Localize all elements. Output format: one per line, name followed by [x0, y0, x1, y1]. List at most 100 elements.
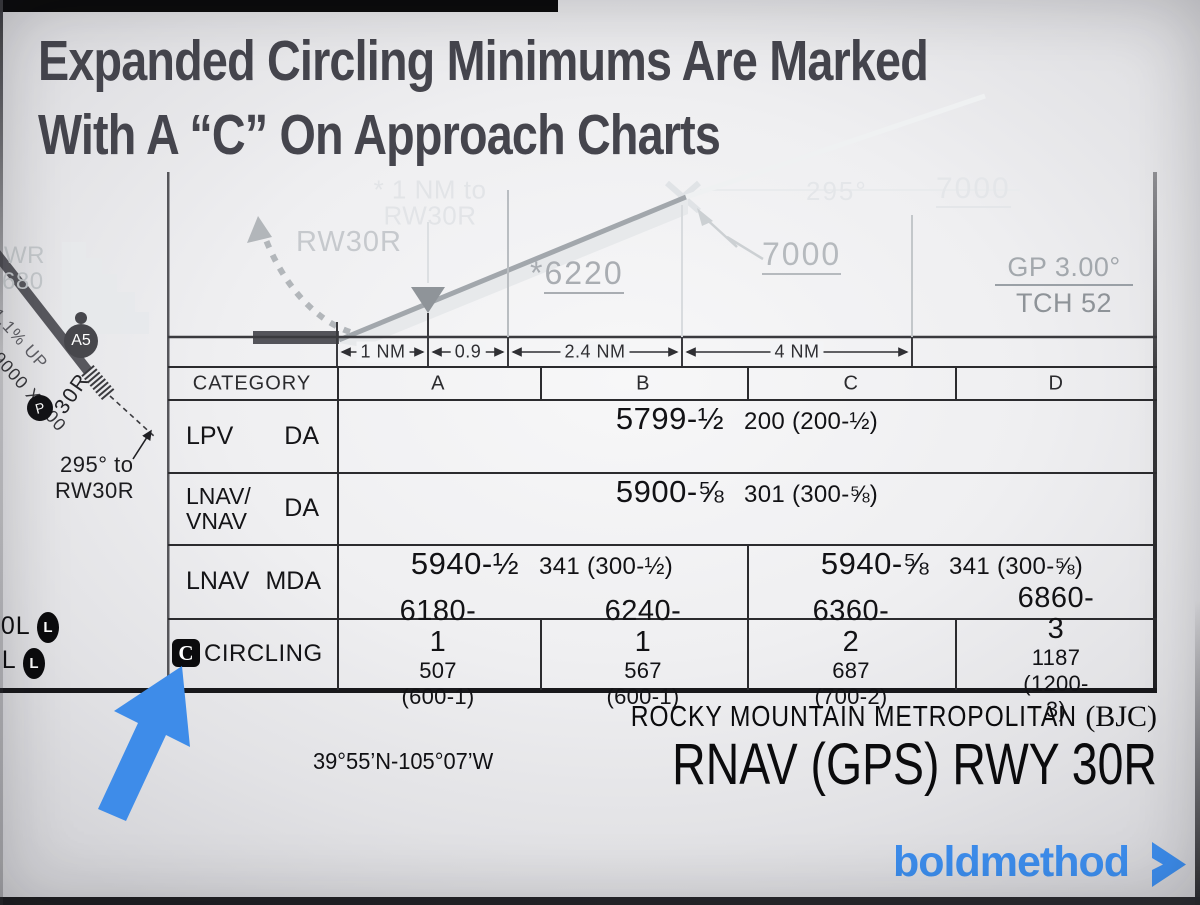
lnav-cd-value: 5940-⅝	[820, 546, 930, 581]
lpv-minimums: 5799-½ 200 (200-½)	[339, 401, 1155, 471]
runway-30l-label-a: 30L	[0, 612, 31, 640]
stepdown-6220: *6220	[530, 255, 624, 294]
gp-tch-divider	[995, 284, 1133, 286]
glidepath-angle: GP 3.00°	[1007, 252, 1121, 282]
circling-c-value: 6360-2	[812, 595, 890, 658]
lnav-vnav-value: 5900-⅝	[615, 474, 725, 509]
photo-bottom-edge	[0, 897, 1200, 905]
lpv-paren: 200 (200-½)	[744, 408, 879, 435]
faint-course-295: 295°	[806, 176, 868, 206]
faint-hold-alt-value: 7000	[936, 172, 1011, 208]
table-bottom-border	[0, 688, 1157, 693]
distance-label-4nm: 4 NM	[770, 341, 824, 363]
circling-a-value: 6180-1	[399, 595, 477, 658]
threshold-hashes	[81, 365, 115, 401]
airport-id: (BJC)	[1085, 700, 1157, 733]
header-cat-b: B	[636, 372, 650, 395]
lnav-vnav-label2: VNAV	[186, 507, 247, 534]
stepdown-6220-star: *	[530, 255, 545, 291]
course-note-line1: 295° to	[60, 452, 134, 477]
circling-a-paren: 507 (600-1)	[401, 658, 475, 709]
faint-note-line1: * 1 NM to	[373, 174, 487, 205]
distance-label-1nm: 1 NM	[356, 341, 410, 363]
page-title: Expanded Circling Minimums Are Marked Wi…	[38, 28, 1123, 168]
distance-label-09: 0.9	[450, 341, 486, 363]
circling-d-value: 6860-3	[1017, 582, 1095, 645]
circling-c-letter: C	[178, 640, 194, 665]
lnav-vnav-paren: 301 (300-⅝)	[744, 481, 879, 508]
extended-centerline	[109, 395, 156, 438]
lnav-vnav-minimums: 5900-⅝ 301 (300-⅝)	[339, 474, 1155, 543]
photo-left-edge	[0, 0, 3, 905]
missed-approach-arrowhead	[247, 216, 272, 243]
lnav-ab-paren: 341 (300-½)	[539, 553, 674, 580]
lnav-label: LNAV	[186, 567, 250, 595]
lnav-vnav-label1: LNAV/	[186, 482, 251, 509]
photo-top-edge	[0, 0, 558, 12]
stepdown-7000-value: 7000	[762, 236, 842, 275]
circling-c-paren: 687 (700-2)	[814, 658, 888, 709]
lnav-type: MDA	[265, 567, 321, 595]
circling-label: CIRCLING	[204, 640, 323, 667]
circling-cat-b: 6240-1 567 (600-1)	[605, 596, 682, 710]
airport-coordinates: 39°55’N-105°07’W	[313, 748, 494, 774]
lightning-arrowhead	[697, 208, 713, 226]
course-note-line2: RW30R	[55, 478, 135, 503]
header-cat-c: C	[843, 372, 859, 395]
taxiway-dot	[75, 312, 87, 324]
lighting-badge-b: L	[23, 648, 45, 679]
title-line-1: Expanded Circling Minimums Are Marked	[38, 29, 929, 93]
lnav-cd-paren: 341 (300-⅝)	[949, 553, 1084, 580]
airport-name-line: ROCKY MOUNTAIN METROPOLITAN (BJC)	[552, 700, 1157, 734]
lpv-type: DA	[284, 421, 319, 450]
glidepath-faint-extension	[685, 93, 986, 200]
missed-lightning-arrow	[702, 215, 764, 261]
missed-approach-arc	[263, 238, 351, 335]
chart-left-border	[167, 172, 170, 691]
runway-30l-label-b: 30L	[0, 646, 17, 674]
dimension-ticks	[336, 313, 913, 366]
circling-cat-c: 6360-2 687 (700-2)	[813, 596, 890, 710]
lpv-row-label: LPV DA	[170, 401, 335, 471]
lpv-label: LPV	[186, 421, 234, 450]
faint-hold-alt: 7000	[936, 172, 1011, 208]
header-category: CATEGORY	[192, 372, 312, 395]
circling-cat-a: 6180-1 507 (600-1)	[400, 596, 477, 710]
airport-name: ROCKY MOUNTAIN METROPOLITAN	[631, 701, 1078, 733]
header-cat-a: A	[431, 372, 445, 395]
circling-c-badge: C	[172, 639, 200, 667]
lnav-row-label: LNAV MDA	[170, 546, 335, 617]
title-line-2: With A “C” On Approach Charts	[38, 103, 721, 167]
glidepath-line	[338, 194, 687, 343]
header-cat-d: D	[1048, 372, 1064, 395]
faint-note-line2: RW30R	[383, 200, 477, 231]
lighting-badge-a: L	[37, 612, 59, 643]
chart-right-border	[1153, 172, 1157, 691]
circling-d-paren: 1187 (1200-3)	[1023, 645, 1089, 722]
taxiway-a5-badge: A5	[64, 324, 98, 358]
lpv-value: 5799-½	[615, 401, 725, 436]
tower-label: WR	[4, 242, 45, 269]
lnav-ab-value: 5940-½	[410, 546, 520, 581]
procedure-title: RNAV (GPS) RWY 30R	[672, 732, 1157, 797]
circling-cat-d: 6860-3 1187 (1200-3)	[1018, 583, 1095, 723]
photo-right-edge	[1195, 600, 1200, 905]
lnav-minimums-ab: 5940-½ 341 (300-½)	[339, 546, 745, 617]
stepdown-6220-value: 6220	[544, 255, 624, 294]
lnav-vnav-type: DA	[284, 494, 319, 522]
lnav-vnav-row-label: LNAV/ VNAV DA	[170, 474, 335, 543]
course-leader-arrow	[132, 429, 152, 460]
stepdown-7000: 7000	[762, 236, 842, 275]
brand-wordmark: boldmethod	[893, 838, 1130, 886]
circling-b-paren: 567 (600-1)	[606, 658, 680, 709]
lnav-minimums-cd: 5940-⅝ 341 (300-⅝)	[749, 546, 1155, 617]
fix-arrowhead	[411, 287, 445, 313]
tch-value: TCH 52	[1015, 288, 1113, 318]
missed-runway-label: RW30R	[296, 226, 402, 258]
circling-b-value: 6240-1	[604, 595, 682, 658]
tower-elevation: 680	[2, 268, 44, 295]
planview-buildings	[62, 242, 149, 334]
distance-label-24nm: 2.4 NM	[560, 341, 630, 363]
